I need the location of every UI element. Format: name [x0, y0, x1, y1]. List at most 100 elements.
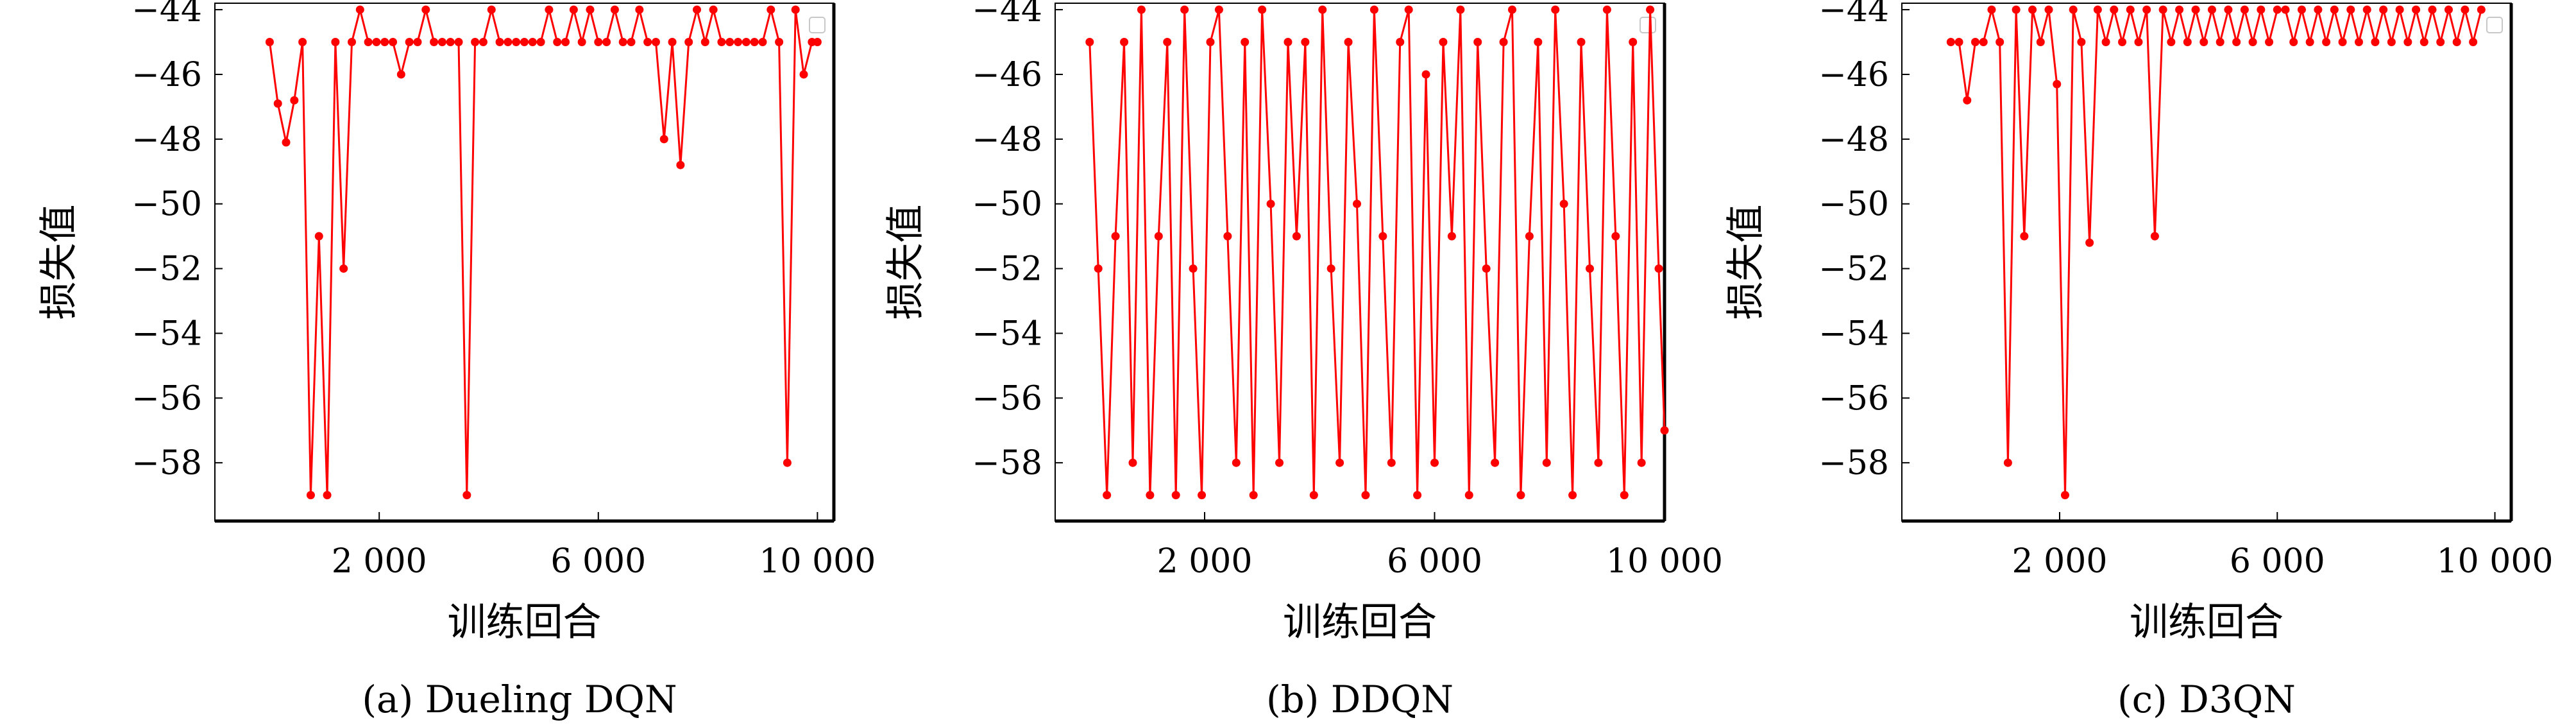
data-point — [1516, 491, 1525, 500]
y-tick-label: −50 — [131, 185, 202, 224]
data-point — [717, 38, 726, 47]
legend-box — [809, 17, 826, 33]
data-point — [1154, 232, 1163, 241]
data-point — [2273, 5, 2282, 14]
chart-panel-1: −44 −46 −48 −50 −52 −54 −56 −58 2 000 6 000 10 000… — [37, 0, 876, 721]
y-tick-label: −58 — [972, 444, 1042, 483]
data-point — [1413, 491, 1422, 500]
data-point — [1309, 491, 1318, 500]
data-point — [2158, 5, 2167, 14]
legend-box — [2486, 17, 2503, 33]
data-point — [2403, 38, 2412, 47]
data-point — [783, 458, 792, 467]
series-line — [1951, 8, 2482, 497]
data-point — [1241, 38, 1250, 47]
data-point — [2232, 38, 2241, 47]
data-point — [1163, 38, 1172, 47]
data-point — [2175, 5, 2184, 14]
y-tick-label: −52 — [1818, 250, 1889, 289]
data-point — [594, 38, 603, 47]
data-point — [372, 38, 381, 47]
data-point — [750, 38, 759, 47]
y-tick-label: −48 — [972, 121, 1042, 159]
data-point — [413, 38, 422, 47]
data-point — [536, 38, 545, 47]
y-tick-label: −58 — [131, 444, 202, 483]
data-point — [2126, 5, 2135, 14]
data-point — [405, 38, 414, 47]
data-point — [1137, 5, 1146, 14]
data-point — [1439, 38, 1448, 47]
data-point — [643, 38, 652, 47]
data-point — [1646, 5, 1655, 14]
data-point — [700, 38, 709, 47]
data-point — [437, 38, 446, 47]
data-point — [610, 5, 619, 14]
y-tick-label: −48 — [131, 121, 202, 159]
data-point — [2183, 38, 2192, 47]
data-point — [471, 38, 480, 47]
data-point — [2060, 491, 2069, 500]
data-point — [1637, 458, 1646, 467]
data-point — [775, 38, 784, 47]
data-point — [627, 38, 636, 47]
x-tick-label: 6 000 — [550, 542, 646, 581]
data-point — [1987, 5, 1996, 14]
data-point — [2322, 38, 2331, 47]
data-point — [528, 38, 537, 47]
data-point — [659, 135, 668, 144]
data-point — [1378, 232, 1387, 241]
data-point — [813, 38, 822, 47]
data-point — [347, 38, 356, 47]
data-point — [2134, 38, 2143, 47]
data-point — [1318, 5, 1327, 14]
data-point — [791, 5, 800, 14]
data-point — [2444, 5, 2453, 14]
plot-frame — [1901, 3, 2512, 522]
data-point — [273, 99, 282, 108]
data-point — [1577, 38, 1586, 47]
data-point — [2461, 5, 2470, 14]
y-tick-label: −46 — [972, 56, 1042, 94]
data-point — [2012, 5, 2021, 14]
y-tick-label: −54 — [131, 314, 202, 353]
data-point — [1954, 38, 1963, 47]
data-point — [396, 70, 405, 79]
x-tick-label: 10 000 — [1606, 542, 1723, 581]
data-point — [1534, 38, 1543, 47]
data-point — [2069, 5, 2078, 14]
data-point — [1963, 96, 1972, 105]
data-point — [2191, 5, 2200, 14]
legend-box — [1640, 17, 1656, 33]
data-point — [495, 38, 504, 47]
y-axis-title: 损失值 — [883, 205, 928, 320]
data-point — [767, 5, 775, 14]
y-tick-label: −56 — [131, 379, 202, 418]
data-point — [2248, 38, 2257, 47]
data-point — [2314, 5, 2323, 14]
data-point — [1146, 491, 1155, 500]
data-point — [1491, 458, 1500, 467]
data-point — [298, 38, 307, 47]
data-point — [323, 491, 332, 500]
data-point — [693, 5, 702, 14]
data-point — [504, 38, 513, 47]
data-point — [1206, 38, 1215, 47]
data-point — [1180, 5, 1189, 14]
data-point — [1103, 491, 1112, 500]
data-point — [380, 38, 389, 47]
data-point — [725, 38, 734, 47]
data-point — [1111, 232, 1120, 241]
data-point — [2265, 38, 2274, 47]
data-point — [2036, 38, 2045, 47]
data-point — [2338, 38, 2347, 47]
data-point — [2003, 458, 2012, 467]
data-point — [430, 38, 439, 47]
data-point — [1971, 38, 1980, 47]
y-tick-label: −44 — [972, 0, 1042, 30]
data-point — [479, 38, 487, 47]
data-point — [1198, 491, 1207, 500]
data-point — [561, 38, 570, 47]
data-point — [1094, 264, 1103, 273]
